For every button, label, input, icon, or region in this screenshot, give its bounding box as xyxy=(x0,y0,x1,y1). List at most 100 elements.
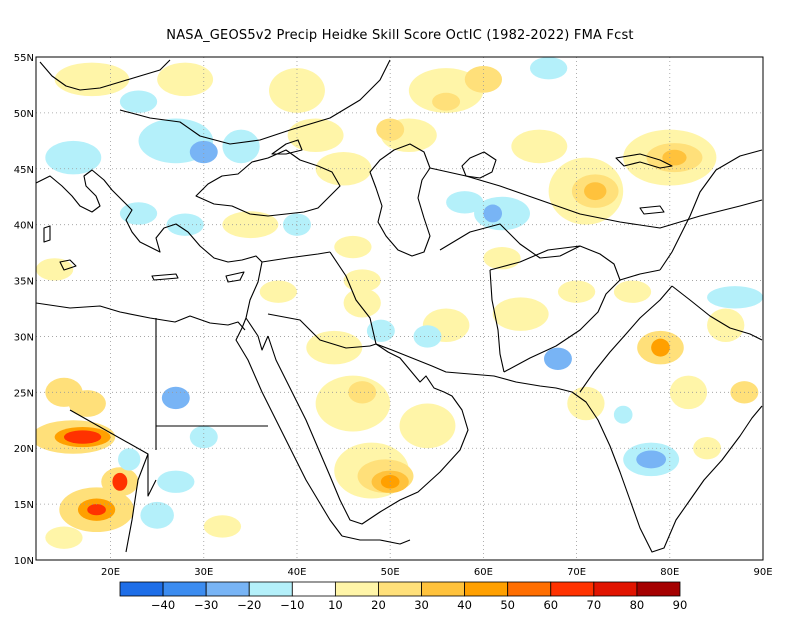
score-patch xyxy=(334,235,372,259)
colorbar-swatch xyxy=(421,581,466,597)
score-patch xyxy=(492,297,549,331)
arabia-coast xyxy=(267,335,469,525)
iran-south-coast xyxy=(375,343,763,553)
score-patch xyxy=(54,62,130,97)
score-patch xyxy=(269,68,325,113)
score-patch xyxy=(662,149,687,166)
horn-africa-coast xyxy=(341,535,411,545)
score-patch xyxy=(119,202,158,225)
colorbar-swatch xyxy=(593,581,638,597)
score-patch xyxy=(464,65,503,93)
baltic-coast xyxy=(39,59,171,91)
colorbar-swatch xyxy=(636,581,681,597)
coastlines xyxy=(36,59,763,553)
latitude-label: 20N xyxy=(14,444,34,455)
colorbar-label: −40 xyxy=(151,598,175,612)
colorbar-swatch xyxy=(550,581,595,597)
latitude-label: 35N xyxy=(14,277,34,288)
cyprus xyxy=(225,271,245,283)
score-patch xyxy=(306,330,363,365)
longitude-label: 70E xyxy=(567,567,586,578)
crete xyxy=(151,273,179,281)
afghan-pak-border xyxy=(503,269,661,373)
longitude-label: 40E xyxy=(287,567,306,578)
latitude-label: 55N xyxy=(14,53,34,64)
colorbar-label: 70 xyxy=(587,598,602,612)
turkey-syria-border xyxy=(261,251,331,263)
kazakh-south-border xyxy=(429,167,763,229)
sicily xyxy=(59,259,77,271)
europe-med-coast xyxy=(36,169,263,263)
longitude-label: 30E xyxy=(194,567,213,578)
colorbar-swatch xyxy=(378,581,422,597)
india-nepal-border xyxy=(671,285,763,341)
score-patch xyxy=(651,338,670,357)
saudi-iraq-border xyxy=(267,313,371,349)
score-patch xyxy=(222,211,279,239)
score-patch xyxy=(119,90,158,113)
plot-frame xyxy=(35,56,764,561)
score-patch xyxy=(287,118,344,153)
score-patch xyxy=(636,450,667,469)
caspian-sea xyxy=(369,143,431,257)
colorbar xyxy=(119,581,681,597)
colorbar-label: −30 xyxy=(194,598,218,612)
score-patch xyxy=(259,280,297,303)
libya-chad-border xyxy=(69,409,157,497)
colorbar-label: 50 xyxy=(500,598,515,612)
colorbar-label: 20 xyxy=(371,598,386,612)
aral-sea xyxy=(461,151,497,179)
colorbar-label: 40 xyxy=(457,598,472,612)
iran-afghan-border xyxy=(489,269,505,373)
score-patch xyxy=(45,526,83,549)
north-africa-coast xyxy=(36,302,246,331)
europe-ukraine-border xyxy=(119,59,391,145)
score-patch xyxy=(529,57,568,80)
afghan-north-border xyxy=(489,245,621,281)
score-patch xyxy=(399,403,456,449)
black-sea xyxy=(195,149,341,217)
score-patch xyxy=(203,515,242,538)
sea-of-azov xyxy=(271,139,303,155)
turkmen-uzbek-border xyxy=(439,223,581,259)
colorbar-swatch xyxy=(507,581,552,597)
colorbar-label: 80 xyxy=(630,598,645,612)
colorbar-swatch xyxy=(291,581,336,597)
score-patch xyxy=(613,405,633,424)
score-patch xyxy=(613,280,652,303)
score-patch xyxy=(693,437,722,460)
longitude-tick-labels: 20E 30E 40E 50E 60E 70E 80E 90E xyxy=(101,567,772,578)
score-patch xyxy=(446,191,484,214)
latitude-label: 50N xyxy=(14,109,34,120)
colorbar-labels: −40 −30 −20 −10 10 20 30 40 50 60 70 80 90 xyxy=(151,598,687,612)
score-patch xyxy=(432,92,461,111)
colorbar-swatch xyxy=(334,581,379,597)
lake-balkhash xyxy=(615,153,673,169)
issyk-kul xyxy=(639,205,665,215)
longitude-label: 90E xyxy=(753,567,772,578)
sudan-chad-border xyxy=(125,453,149,553)
pak-india-border xyxy=(579,285,673,393)
score-patch xyxy=(63,430,102,444)
score-patch xyxy=(567,386,605,421)
longitude-label: 80E xyxy=(660,567,679,578)
score-patch xyxy=(557,280,596,303)
score-patch xyxy=(189,140,218,164)
score-patch xyxy=(315,375,391,432)
score-patch xyxy=(315,152,372,186)
score-patch xyxy=(45,140,102,175)
score-patch xyxy=(343,288,381,318)
score-patch xyxy=(584,182,607,201)
colorbar-swatch xyxy=(119,581,164,597)
score-patch xyxy=(543,347,572,370)
latitude-label: 15N xyxy=(14,500,34,511)
longitude-label: 50E xyxy=(381,567,400,578)
colorbar-label: 30 xyxy=(414,598,429,612)
score-patch xyxy=(483,204,503,223)
score-patch xyxy=(140,501,174,529)
sardinia xyxy=(43,225,51,243)
score-patch xyxy=(166,213,204,236)
longitude-label: 20E xyxy=(101,567,120,578)
score-patch xyxy=(707,286,763,309)
